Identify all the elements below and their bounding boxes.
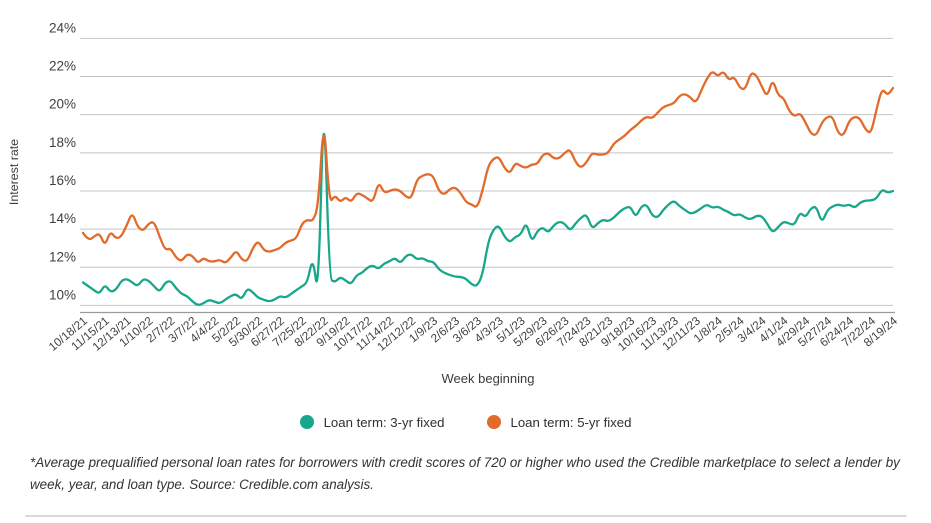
- legend-item-5yr-fixed: Loan term: 5-yr fixed: [486, 414, 632, 430]
- chart-footnote: *Average prequalified personal loan rate…: [30, 455, 900, 493]
- legend-label-5yr: Loan term: 5-yr fixed: [510, 414, 632, 430]
- legend-item-3yr-fixed: Loan term: 3-yr fixed: [299, 414, 445, 430]
- series-line-3yr: [81, 132, 895, 306]
- y-tick-label: 18%: [49, 135, 76, 150]
- legend-label-3yr: Loan term: 3-yr fixed: [323, 414, 445, 430]
- legend-dot-5yr-icon: [486, 415, 501, 429]
- y-tick-label: 14%: [49, 211, 76, 226]
- series-line-5yr: [81, 71, 895, 264]
- y-tick-label: 24%: [49, 20, 76, 35]
- interest-rate-line-chart: Interest rate Week beginning 10% 12% 14% 16…: [7, 20, 900, 386]
- y-tick-label: 16%: [49, 173, 76, 188]
- y-axis-title: Interest rate: [7, 139, 21, 205]
- y-tick-label: 10%: [49, 287, 76, 302]
- y-tick-label: 22%: [49, 59, 76, 74]
- chart-legend: Loan term: 3-yr fixed Loan term: 5-yr fi…: [0, 407, 931, 437]
- bottom-divider: [25, 515, 907, 517]
- y-tick-label: 20%: [49, 97, 76, 112]
- x-axis-title: Week beginning: [442, 371, 535, 386]
- y-tick-label: 12%: [49, 249, 76, 264]
- legend-dot-3yr-icon: [299, 415, 314, 429]
